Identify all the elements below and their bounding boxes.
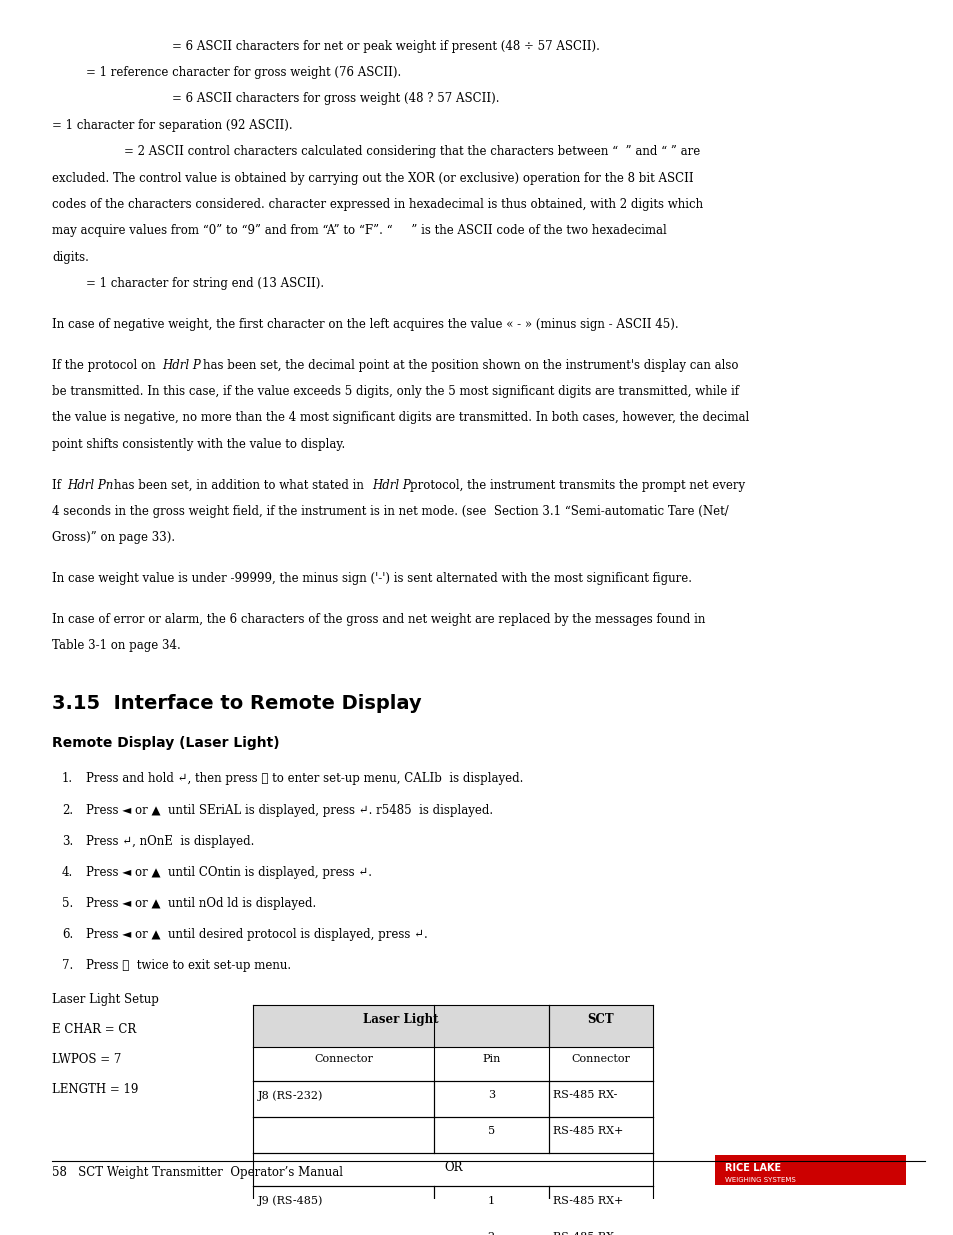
Bar bbox=[715, 1155, 905, 1184]
Text: Gross)” on page 33).: Gross)” on page 33). bbox=[52, 531, 175, 545]
Text: Remote Display (Laser Light): Remote Display (Laser Light) bbox=[52, 736, 280, 751]
Text: SCT: SCT bbox=[587, 1014, 614, 1026]
Text: Hdrl P: Hdrl P bbox=[162, 358, 201, 372]
Text: 4.: 4. bbox=[62, 866, 73, 879]
Text: In case of error or alarm, the 6 characters of the gross and net weight are repl: In case of error or alarm, the 6 charact… bbox=[52, 613, 705, 626]
Text: Laser Light: Laser Light bbox=[362, 1014, 438, 1026]
Text: OR: OR bbox=[443, 1161, 462, 1174]
Text: codes of the characters considered. character expressed in hexadecimal is thus o: codes of the characters considered. char… bbox=[52, 198, 703, 211]
Text: RS-485 RX+: RS-485 RX+ bbox=[553, 1126, 623, 1136]
Text: Press and hold ↵, then press ✗ to enter set-up menu, CALIb  is displayed.: Press and hold ↵, then press ✗ to enter … bbox=[86, 772, 522, 785]
Text: RICE LAKE: RICE LAKE bbox=[724, 1163, 781, 1173]
Text: In case of negative weight, the first character on the left acquires the value «: In case of negative weight, the first ch… bbox=[52, 317, 679, 331]
Text: 2.: 2. bbox=[62, 804, 73, 816]
Text: Hdrl P: Hdrl P bbox=[372, 478, 411, 492]
Text: In case weight value is under -99999, the minus sign ('-') is sent alternated wi: In case weight value is under -99999, th… bbox=[52, 572, 692, 585]
Text: Connector: Connector bbox=[314, 1055, 373, 1065]
Text: LWPOS = 7: LWPOS = 7 bbox=[52, 1053, 122, 1066]
Text: Table 3-1 on page 34.: Table 3-1 on page 34. bbox=[52, 640, 181, 652]
Text: = 6 ASCII characters for net or peak weight if present (48 ÷ 57 ASCII).: = 6 ASCII characters for net or peak wei… bbox=[172, 40, 599, 53]
Text: If the protocol on: If the protocol on bbox=[52, 358, 160, 372]
Bar bbox=[253, 1005, 653, 1047]
Text: protocol, the instrument transmits the prompt net every: protocol, the instrument transmits the p… bbox=[410, 478, 744, 492]
Text: Laser Light Setup: Laser Light Setup bbox=[52, 993, 159, 1007]
Text: If: If bbox=[52, 478, 65, 492]
Text: RS-485 RX-: RS-485 RX- bbox=[553, 1091, 617, 1100]
Text: be transmitted. In this case, if the value exceeds 5 digits, only the 5 most sig: be transmitted. In this case, if the val… bbox=[52, 385, 739, 398]
Text: Press ◄ or ▲  until desired protocol is displayed, press ↵.: Press ◄ or ▲ until desired protocol is d… bbox=[86, 929, 427, 941]
Text: excluded. The control value is obtained by carrying out the XOR (or exclusive) o: excluded. The control value is obtained … bbox=[52, 172, 694, 184]
Text: Press ◄ or ▲  until SEriAL is displayed, press ↵. r5485  is displayed.: Press ◄ or ▲ until SEriAL is displayed, … bbox=[86, 804, 493, 816]
Text: may acquire values from “0” to “9” and from “A” to “F”. “     ” is the ASCII cod: may acquire values from “0” to “9” and f… bbox=[52, 225, 666, 237]
Text: 7.: 7. bbox=[62, 960, 73, 972]
Text: 5.: 5. bbox=[62, 897, 73, 910]
Text: = 1 reference character for gross weight (76 ASCII).: = 1 reference character for gross weight… bbox=[86, 65, 400, 79]
Text: 2: 2 bbox=[487, 1231, 495, 1235]
Text: RS-485 RX+: RS-485 RX+ bbox=[553, 1195, 623, 1205]
Text: digits.: digits. bbox=[52, 251, 90, 263]
Text: J8 (RS-232): J8 (RS-232) bbox=[257, 1091, 323, 1100]
Text: 3.15  Interface to Remote Display: 3.15 Interface to Remote Display bbox=[52, 694, 421, 714]
Text: has been set, the decimal point at the position shown on the instrument's displa: has been set, the decimal point at the p… bbox=[203, 358, 738, 372]
Text: Press ✗  twice to exit set-up menu.: Press ✗ twice to exit set-up menu. bbox=[86, 960, 291, 972]
Text: 58   SCT Weight Transmitter  Operator’s Manual: 58 SCT Weight Transmitter Operator’s Man… bbox=[52, 1166, 343, 1178]
Text: RS-485 RX-: RS-485 RX- bbox=[553, 1231, 617, 1235]
Text: the value is negative, no more than the 4 most significant digits are transmitte: the value is negative, no more than the … bbox=[52, 411, 749, 425]
Text: 3: 3 bbox=[487, 1091, 495, 1100]
Text: = 1 character for string end (13 ASCII).: = 1 character for string end (13 ASCII). bbox=[86, 277, 324, 290]
Text: Connector: Connector bbox=[571, 1055, 630, 1065]
Text: 1: 1 bbox=[487, 1195, 495, 1205]
Text: WEIGHING SYSTEMS: WEIGHING SYSTEMS bbox=[724, 1177, 795, 1183]
Text: Pin: Pin bbox=[481, 1055, 500, 1065]
Text: = 2 ASCII control characters calculated considering that the characters between : = 2 ASCII control characters calculated … bbox=[124, 146, 700, 158]
Text: 6.: 6. bbox=[62, 929, 73, 941]
Text: = 6 ASCII characters for gross weight (48 ? 57 ASCII).: = 6 ASCII characters for gross weight (4… bbox=[172, 93, 498, 105]
Text: point shifts consistently with the value to display.: point shifts consistently with the value… bbox=[52, 437, 345, 451]
Text: 3.: 3. bbox=[62, 835, 73, 847]
Text: = 1 character for separation (92 ASCII).: = 1 character for separation (92 ASCII). bbox=[52, 119, 293, 132]
Text: E CHAR = CR: E CHAR = CR bbox=[52, 1023, 136, 1036]
Text: J9 (RS-485): J9 (RS-485) bbox=[257, 1195, 323, 1207]
Text: LENGTH = 19: LENGTH = 19 bbox=[52, 1083, 139, 1095]
Text: 4 seconds in the gross weight field, if the instrument is in net mode. (see  Sec: 4 seconds in the gross weight field, if … bbox=[52, 505, 728, 517]
Text: Hdrl Pn: Hdrl Pn bbox=[67, 478, 113, 492]
Text: 5: 5 bbox=[487, 1126, 495, 1136]
Text: has been set, in addition to what stated in: has been set, in addition to what stated… bbox=[114, 478, 368, 492]
Text: Press ↵, nOnE  is displayed.: Press ↵, nOnE is displayed. bbox=[86, 835, 253, 847]
Text: 1.: 1. bbox=[62, 772, 73, 785]
Text: Press ◄ or ▲  until nOd ld is displayed.: Press ◄ or ▲ until nOd ld is displayed. bbox=[86, 897, 315, 910]
Text: Press ◄ or ▲  until COntin is displayed, press ↵.: Press ◄ or ▲ until COntin is displayed, … bbox=[86, 866, 372, 879]
